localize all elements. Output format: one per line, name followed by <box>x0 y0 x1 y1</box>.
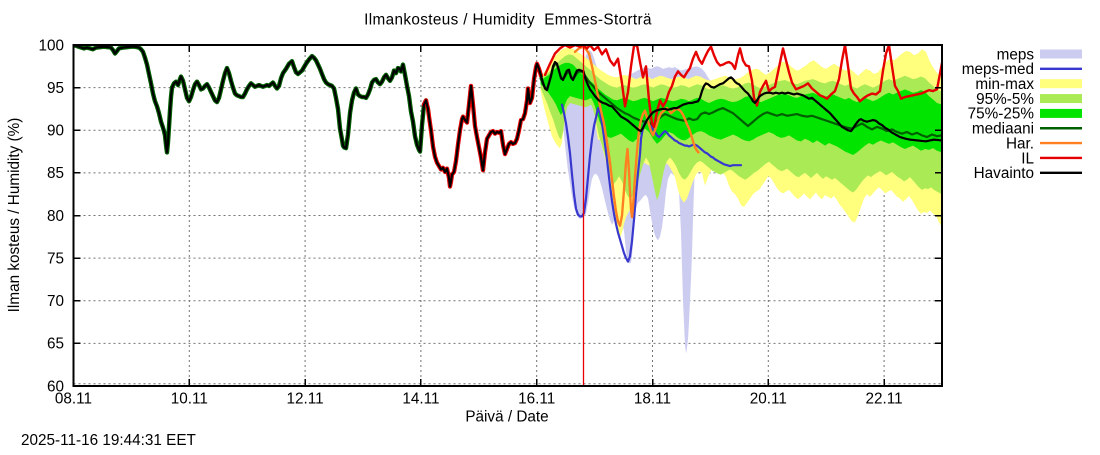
svg-text:75%-25%: 75%-25% <box>968 106 1035 123</box>
svg-text:08.11: 08.11 <box>55 391 92 408</box>
svg-text:100: 100 <box>38 37 64 54</box>
svg-text:meps-med: meps-med <box>962 61 1034 78</box>
svg-text:12.11: 12.11 <box>287 391 324 408</box>
svg-text:75: 75 <box>47 250 64 267</box>
svg-text:mediaani: mediaani <box>972 121 1034 138</box>
svg-text:Har.: Har. <box>1006 135 1034 152</box>
svg-text:85: 85 <box>47 165 64 182</box>
svg-text:16.11: 16.11 <box>518 391 555 408</box>
svg-text:70: 70 <box>47 293 64 310</box>
svg-text:80: 80 <box>47 208 64 225</box>
svg-text:Ilman kosteus / Humidity (%): Ilman kosteus / Humidity (%) <box>6 118 23 313</box>
svg-text:20.11: 20.11 <box>750 391 787 408</box>
svg-text:95%-5%: 95%-5% <box>976 91 1034 108</box>
svg-text:18.11: 18.11 <box>634 391 671 408</box>
svg-text:10.11: 10.11 <box>171 391 208 408</box>
svg-text:Päivä / Date: Päivä / Date <box>465 409 548 426</box>
svg-text:meps: meps <box>997 46 1035 63</box>
svg-text:65: 65 <box>47 336 64 353</box>
svg-text:60: 60 <box>47 378 64 395</box>
svg-text:22.11: 22.11 <box>866 391 903 408</box>
svg-text:Ilmankosteus / Humidity Emmes: Ilmankosteus / Humidity Emmes-Storträ <box>364 12 652 29</box>
svg-text:95: 95 <box>47 80 64 97</box>
svg-text:2025-11-16 19:44:31 EET: 2025-11-16 19:44:31 EET <box>21 432 196 449</box>
svg-text:min-max: min-max <box>975 76 1034 93</box>
svg-text:IL: IL <box>1021 150 1034 167</box>
svg-text:Havainto: Havainto <box>974 165 1034 182</box>
svg-text:90: 90 <box>47 123 64 140</box>
svg-text:14.11: 14.11 <box>402 391 439 408</box>
